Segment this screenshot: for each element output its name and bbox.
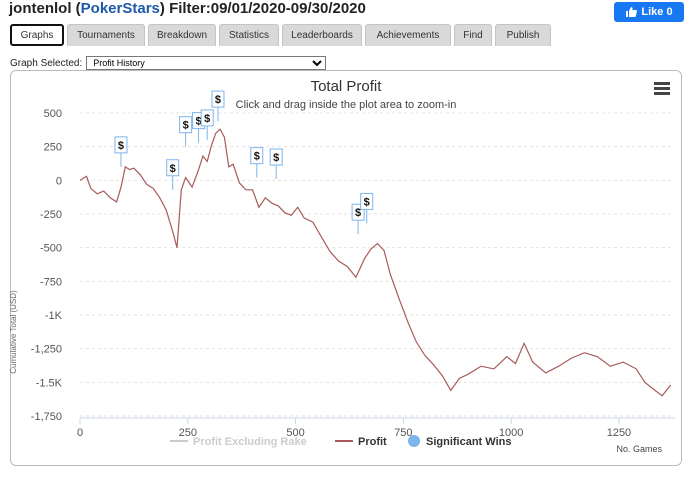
legend-label-excl-rake: Profit Excluding Rake <box>193 436 307 448</box>
chart-subtitle: Click and drag inside the plot area to z… <box>236 99 457 111</box>
x-tick-label: 1000 <box>499 427 523 439</box>
flag-box <box>250 147 264 165</box>
y-tick-label: 500 <box>44 108 62 120</box>
legend-label-wins: Significant Wins <box>426 436 511 448</box>
y-tick-label: -1.5K <box>36 377 63 389</box>
tab-leaderboards[interactable]: Leaderboards <box>282 24 362 46</box>
y-tick-label: 0 <box>56 175 62 187</box>
x-tick-label: 250 <box>179 427 197 439</box>
profit-chart[interactable]: Total Profit Click and drag inside the p… <box>10 70 682 466</box>
flag-box <box>211 90 225 108</box>
x-axis-title: No. Games <box>616 444 662 454</box>
flag-label: $ <box>183 120 189 132</box>
y-tick-label: -1K <box>45 310 63 322</box>
significant-win-flag: $ <box>200 109 214 140</box>
significant-win-flags: $$$ $ $$$ $$$ <box>114 90 374 235</box>
tab-achievements[interactable]: Achievements <box>365 24 451 46</box>
chart-title: Total Profit <box>311 78 383 95</box>
flag-label: $ <box>118 140 124 152</box>
chart-container <box>10 70 682 466</box>
significant-win-flag: $ <box>179 116 193 147</box>
significant-win-flag: $ <box>269 148 283 179</box>
y-tick-label: 250 <box>44 142 62 154</box>
y-tick-label: -500 <box>40 243 62 255</box>
facebook-like-button[interactable]: Like 0 <box>614 2 684 22</box>
x-tick-label: 500 <box>286 427 304 439</box>
graph-select[interactable]: Profit History <box>86 56 327 70</box>
flag-box <box>179 116 193 134</box>
flag-label: $ <box>204 113 210 125</box>
flag-label: $ <box>364 196 370 208</box>
x-tick-label: 750 <box>394 427 412 439</box>
y-tick-label: -750 <box>40 276 62 288</box>
flag-box <box>114 136 128 154</box>
flag-label: $ <box>254 151 260 163</box>
significant-win-flag: $ <box>250 147 264 178</box>
chart-legend: Profit Excluding Rake Profit Significant W… <box>170 435 511 448</box>
legend-symbol-wins <box>408 435 420 447</box>
significant-win-flag: $ <box>114 136 128 167</box>
tab-breakdown[interactable]: Breakdown <box>148 24 216 46</box>
x-tick-label: 1250 <box>607 427 631 439</box>
flag-label: $ <box>215 94 221 106</box>
y-axis-ticks: 500 250 0 -250 -500 -750 -1K -1,250 -1.5K -1,750 <box>31 108 63 423</box>
flag-label: $ <box>196 116 202 128</box>
profit-line <box>79 128 672 397</box>
tab-tournaments[interactable]: Tournaments <box>67 24 145 46</box>
like-label: Like 0 <box>641 6 673 18</box>
y-tick-label: -1,750 <box>31 411 62 423</box>
thumbs-up-icon <box>626 7 638 17</box>
flag-label: $ <box>170 163 176 175</box>
player-name: jontenlol <box>9 0 72 17</box>
significant-win-flag: $ <box>360 192 374 224</box>
flag-box <box>360 192 374 210</box>
site-link[interactable]: PokerStars <box>80 0 160 17</box>
graph-selector-label: Graph Selected: <box>10 57 83 69</box>
page-header: jontenlol (PokerStars) Filter:09/01/2020… <box>0 0 700 22</box>
significant-win-flag: $ <box>166 159 180 190</box>
graph-selector: Graph Selected: Profit History <box>10 56 327 70</box>
tab-publish[interactable]: Publish <box>495 24 551 46</box>
tab-bar: Graphs Tournaments Breakdown Statistics … <box>10 24 551 46</box>
flag-box <box>269 148 283 166</box>
tab-statistics[interactable]: Statistics <box>219 24 279 46</box>
tab-find[interactable]: Find <box>454 24 492 46</box>
significant-win-flag: $ <box>211 90 225 122</box>
flag-label: $ <box>273 152 279 164</box>
flag-label: $ <box>355 207 361 219</box>
chart-menu-icon[interactable] <box>654 82 670 96</box>
legend-label-profit: Profit <box>358 436 387 448</box>
tab-graphs[interactable]: Graphs <box>10 24 64 46</box>
x-tick-label: 0 <box>77 427 83 439</box>
flag-box <box>200 109 214 127</box>
date-filter: Filter:09/01/2020-09/30/2020 <box>169 0 366 17</box>
page-title: jontenlol (PokerStars) Filter:09/01/2020… <box>9 0 366 17</box>
flag-box <box>166 159 180 177</box>
grid-lines <box>80 112 675 417</box>
y-axis-title: Cumulative Total (USD) <box>10 290 18 374</box>
y-tick-label: -1,250 <box>31 344 62 356</box>
series-layer <box>79 128 672 397</box>
y-tick-label: -250 <box>40 209 62 221</box>
x-axis-ticks: 0 250 500 750 1000 1250 <box>77 417 675 439</box>
